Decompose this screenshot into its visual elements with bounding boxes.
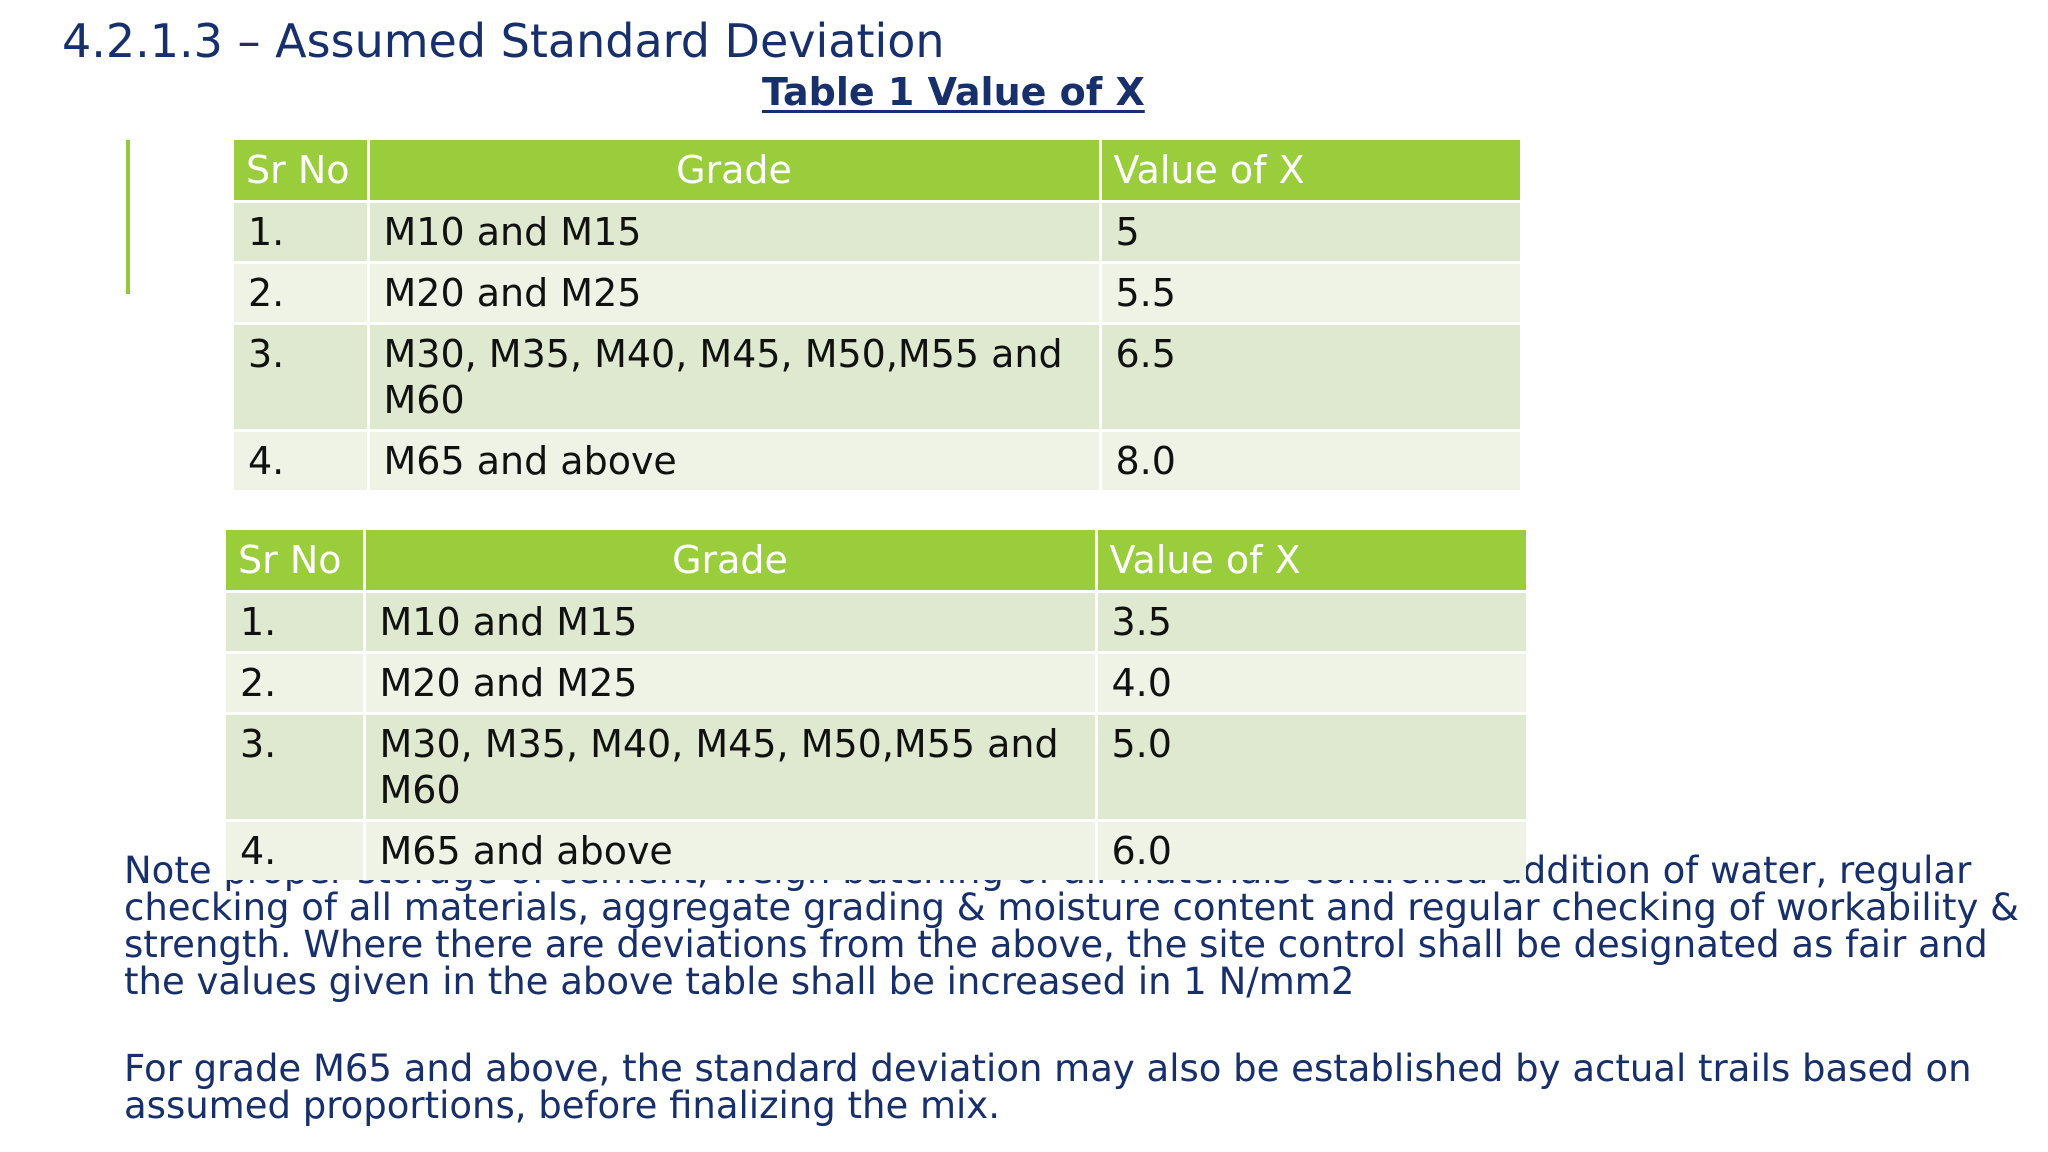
cell-grade: M20 and M25 — [366, 261, 1100, 324]
table-row: 2. M20 and M25 5.5 — [234, 261, 1520, 324]
value-of-x-table-1: Sr No Grade Value of X 1. M10 and M15 5 … — [234, 140, 1520, 490]
cell-grade: M30, M35, M40, M45, M50,M55 and M60 — [366, 322, 1100, 431]
cell-value-of-x: 5 — [1098, 200, 1520, 263]
cell-grade: M30, M35, M40, M45, M50,M55 and M60 — [362, 712, 1096, 821]
table-row: 1. M10 and M15 5 — [234, 200, 1520, 263]
accent-bar — [126, 140, 130, 294]
table-row: 4. M65 and above 6.0 — [226, 819, 1526, 880]
header-grade: Grade — [366, 140, 1100, 203]
cell-sr-no: 4. — [234, 429, 368, 490]
header-value-of-x: Value of X — [1094, 530, 1526, 593]
header-sr-no: Sr No — [234, 140, 368, 203]
cell-value-of-x: 5.5 — [1098, 261, 1520, 324]
table-row: 3. M30, M35, M40, M45, M50,M55 and M60 6… — [234, 322, 1520, 431]
table-header-row: Sr No Grade Value of X — [226, 530, 1526, 593]
cell-sr-no: 4. — [226, 819, 364, 880]
cell-value-of-x: 3.5 — [1094, 590, 1526, 653]
cell-grade: M65 and above — [362, 819, 1096, 880]
cell-grade: M10 and M15 — [366, 200, 1100, 263]
cell-sr-no: 1. — [226, 590, 364, 653]
cell-value-of-x: 6.0 — [1094, 819, 1526, 880]
cell-sr-no: 3. — [226, 712, 364, 821]
cell-sr-no: 3. — [234, 322, 368, 431]
value-of-x-table-2: Sr No Grade Value of X 1. M10 and M15 3.… — [226, 530, 1526, 880]
cell-grade: M20 and M25 — [362, 651, 1096, 714]
note-paragraph-m65: For grade M65 and above, the standard de… — [124, 1047, 1972, 1127]
cell-sr-no: 1. — [234, 200, 368, 263]
table-row: 4. M65 and above 8.0 — [234, 429, 1520, 490]
cell-value-of-x: 4.0 — [1094, 651, 1526, 714]
table-header-row: Sr No Grade Value of X — [234, 140, 1520, 203]
header-grade: Grade — [362, 530, 1096, 593]
slide-title: 4.2.1.3 – Assumed Standard Deviation — [62, 14, 945, 68]
cell-sr-no: 2. — [234, 261, 368, 324]
table-caption: Table 1 Value of X — [762, 70, 1145, 114]
header-value-of-x: Value of X — [1098, 140, 1520, 203]
cell-grade: M10 and M15 — [362, 590, 1096, 653]
cell-value-of-x: 8.0 — [1098, 429, 1520, 490]
table-row: 2. M20 and M25 4.0 — [226, 651, 1526, 714]
header-sr-no: Sr No — [226, 530, 364, 593]
cell-value-of-x: 5.0 — [1094, 712, 1526, 821]
cell-grade: M65 and above — [366, 429, 1100, 490]
cell-value-of-x: 6.5 — [1098, 322, 1520, 431]
cell-sr-no: 2. — [226, 651, 364, 714]
table-row: 3. M30, M35, M40, M45, M50,M55 and M60 5… — [226, 712, 1526, 821]
table-row: 1. M10 and M15 3.5 — [226, 590, 1526, 653]
